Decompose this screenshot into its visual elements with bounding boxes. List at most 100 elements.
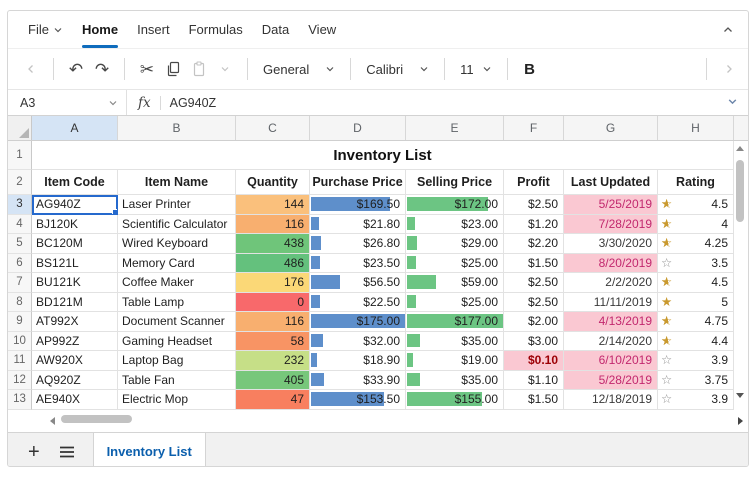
expand-formula-bar-button[interactable] (727, 94, 738, 112)
row-header-1[interactable]: 1 (8, 141, 32, 170)
cell-C3[interactable]: 144 (236, 195, 310, 215)
cell-A7[interactable]: BU121K (32, 273, 118, 293)
cell-F13[interactable]: $1.50 (504, 390, 564, 410)
cell-D10[interactable]: $32.00 (310, 331, 406, 351)
menu-item-file[interactable]: File (28, 11, 63, 48)
column-header-E[interactable]: E (406, 116, 504, 140)
cell-G12[interactable]: 5/28/2019 (564, 370, 658, 390)
cell-G7[interactable]: 2/2/2020 (564, 273, 658, 293)
column-header-C[interactable]: C (236, 116, 310, 140)
cell-B10[interactable]: Gaming Headset (118, 331, 236, 351)
copy-button[interactable] (160, 55, 186, 83)
cell-H4[interactable]: ☆★4 (658, 214, 734, 234)
row-header-8[interactable]: 8 (8, 292, 32, 312)
cell-B3[interactable]: Laser Printer (118, 195, 236, 215)
cell-F5[interactable]: $2.20 (504, 234, 564, 254)
cell-C5[interactable]: 438 (236, 234, 310, 254)
cell-F4[interactable]: $1.20 (504, 214, 564, 234)
cell-H12[interactable]: ☆ 3.75 (658, 370, 734, 390)
cell-D4[interactable]: $21.80 (310, 214, 406, 234)
cell-E12[interactable]: $35.00 (406, 370, 504, 390)
row-header-11[interactable]: 11 (8, 351, 32, 371)
cell-A1-merged-title[interactable]: Inventory List (32, 141, 734, 170)
cell-A8[interactable]: BD121M (32, 292, 118, 312)
horizontal-scroll-thumb[interactable] (61, 414, 132, 423)
cell-A12[interactable]: AQ920Z (32, 370, 118, 390)
cell-B6[interactable]: Memory Card (118, 253, 236, 273)
cell-G6[interactable]: 8/20/2019 (564, 253, 658, 273)
menu-item-insert[interactable]: Insert (137, 22, 170, 37)
cell-C9[interactable]: 116 (236, 312, 310, 332)
cell-D13[interactable]: $153.50 (310, 390, 406, 410)
cell-B4[interactable]: Scientific Calculator (118, 214, 236, 234)
redo-button[interactable]: ↷ (89, 55, 115, 83)
row-header-3[interactable]: 3 (8, 195, 32, 215)
cell-E9[interactable]: $177.00 (406, 312, 504, 332)
cell-B7[interactable]: Coffee Maker (118, 273, 236, 293)
cell-F11[interactable]: $0.10 (504, 351, 564, 371)
cell-G5[interactable]: 3/30/2020 (564, 234, 658, 254)
cell-C11[interactable]: 232 (236, 351, 310, 371)
cell-C8[interactable]: 0 (236, 292, 310, 312)
cell-H7[interactable]: ☆★4.5 (658, 273, 734, 293)
cell-C13[interactable]: 47 (236, 390, 310, 410)
number-format-dropdown[interactable]: General (257, 55, 341, 83)
cell-F6[interactable]: $1.50 (504, 253, 564, 273)
select-all-button[interactable] (8, 116, 32, 140)
column-header-G[interactable]: G (564, 116, 658, 140)
column-header-D[interactable]: D (310, 116, 406, 140)
cell-E4[interactable]: $23.00 (406, 214, 504, 234)
cell-F12[interactable]: $1.10 (504, 370, 564, 390)
cell-D9[interactable]: $175.00 (310, 312, 406, 332)
paste-options-button[interactable] (212, 55, 238, 83)
cell-D3[interactable]: $169.50 (310, 195, 406, 215)
cell-B13[interactable]: Electric Mop (118, 390, 236, 410)
cell-H13[interactable]: ☆ 3.9 (658, 390, 734, 410)
scroll-up-arrow-icon[interactable] (736, 146, 744, 151)
cell-H8[interactable]: ★ 5 (658, 292, 734, 312)
menu-item-data[interactable]: Data (261, 22, 290, 37)
cell-F9[interactable]: $2.00 (504, 312, 564, 332)
cell-F8[interactable]: $2.50 (504, 292, 564, 312)
cell-D6[interactable]: $23.50 (310, 253, 406, 273)
cell-E8[interactable]: $25.00 (406, 292, 504, 312)
font-name-dropdown[interactable]: Calibri (360, 55, 435, 83)
cell-E5[interactable]: $29.00 (406, 234, 504, 254)
column-header-F[interactable]: F (504, 116, 564, 140)
cell-E6[interactable]: $25.00 (406, 253, 504, 273)
row-header-9[interactable]: 9 (8, 312, 32, 332)
cell-D2[interactable]: Purchase Price (310, 170, 406, 195)
row-header-10[interactable]: 10 (8, 331, 32, 351)
cell-E3[interactable]: $172.00 (406, 195, 504, 215)
overflow-left-button[interactable] (18, 55, 44, 83)
fx-icon[interactable]: fx (138, 94, 151, 111)
cell-G8[interactable]: 11/11/2019 (564, 292, 658, 312)
overflow-right-button[interactable] (716, 55, 742, 83)
cell-A13[interactable]: AE940X (32, 390, 118, 410)
cell-A3[interactable]: AG940Z (32, 195, 118, 215)
row-header-5[interactable]: 5 (8, 234, 32, 254)
menu-item-view[interactable]: View (308, 22, 337, 37)
cell-B8[interactable]: Table Lamp (118, 292, 236, 312)
cell-F3[interactable]: $2.50 (504, 195, 564, 215)
row-header-12[interactable]: 12 (8, 370, 32, 390)
cell-C6[interactable]: 486 (236, 253, 310, 273)
cell-B9[interactable]: Document Scanner (118, 312, 236, 332)
formula-input[interactable]: AG940Z (169, 95, 217, 110)
cell-H2[interactable]: Rating (658, 170, 734, 195)
column-header-H[interactable]: H (658, 116, 734, 140)
cell-D11[interactable]: $18.90 (310, 351, 406, 371)
scroll-down-arrow-icon[interactable] (736, 393, 744, 398)
row-header-4[interactable]: 4 (8, 214, 32, 234)
cell-B12[interactable]: Table Fan (118, 370, 236, 390)
vertical-scroll-thumb[interactable] (736, 160, 744, 222)
undo-button[interactable]: ↶ (63, 55, 89, 83)
cell-F7[interactable]: $2.50 (504, 273, 564, 293)
cell-D7[interactable]: $56.50 (310, 273, 406, 293)
cell-D12[interactable]: $33.90 (310, 370, 406, 390)
cell-F10[interactable]: $3.00 (504, 331, 564, 351)
scroll-left-arrow-icon[interactable] (50, 416, 55, 425)
cell-B5[interactable]: Wired Keyboard (118, 234, 236, 254)
column-header-B[interactable]: B (118, 116, 236, 140)
cell-E7[interactable]: $59.00 (406, 273, 504, 293)
